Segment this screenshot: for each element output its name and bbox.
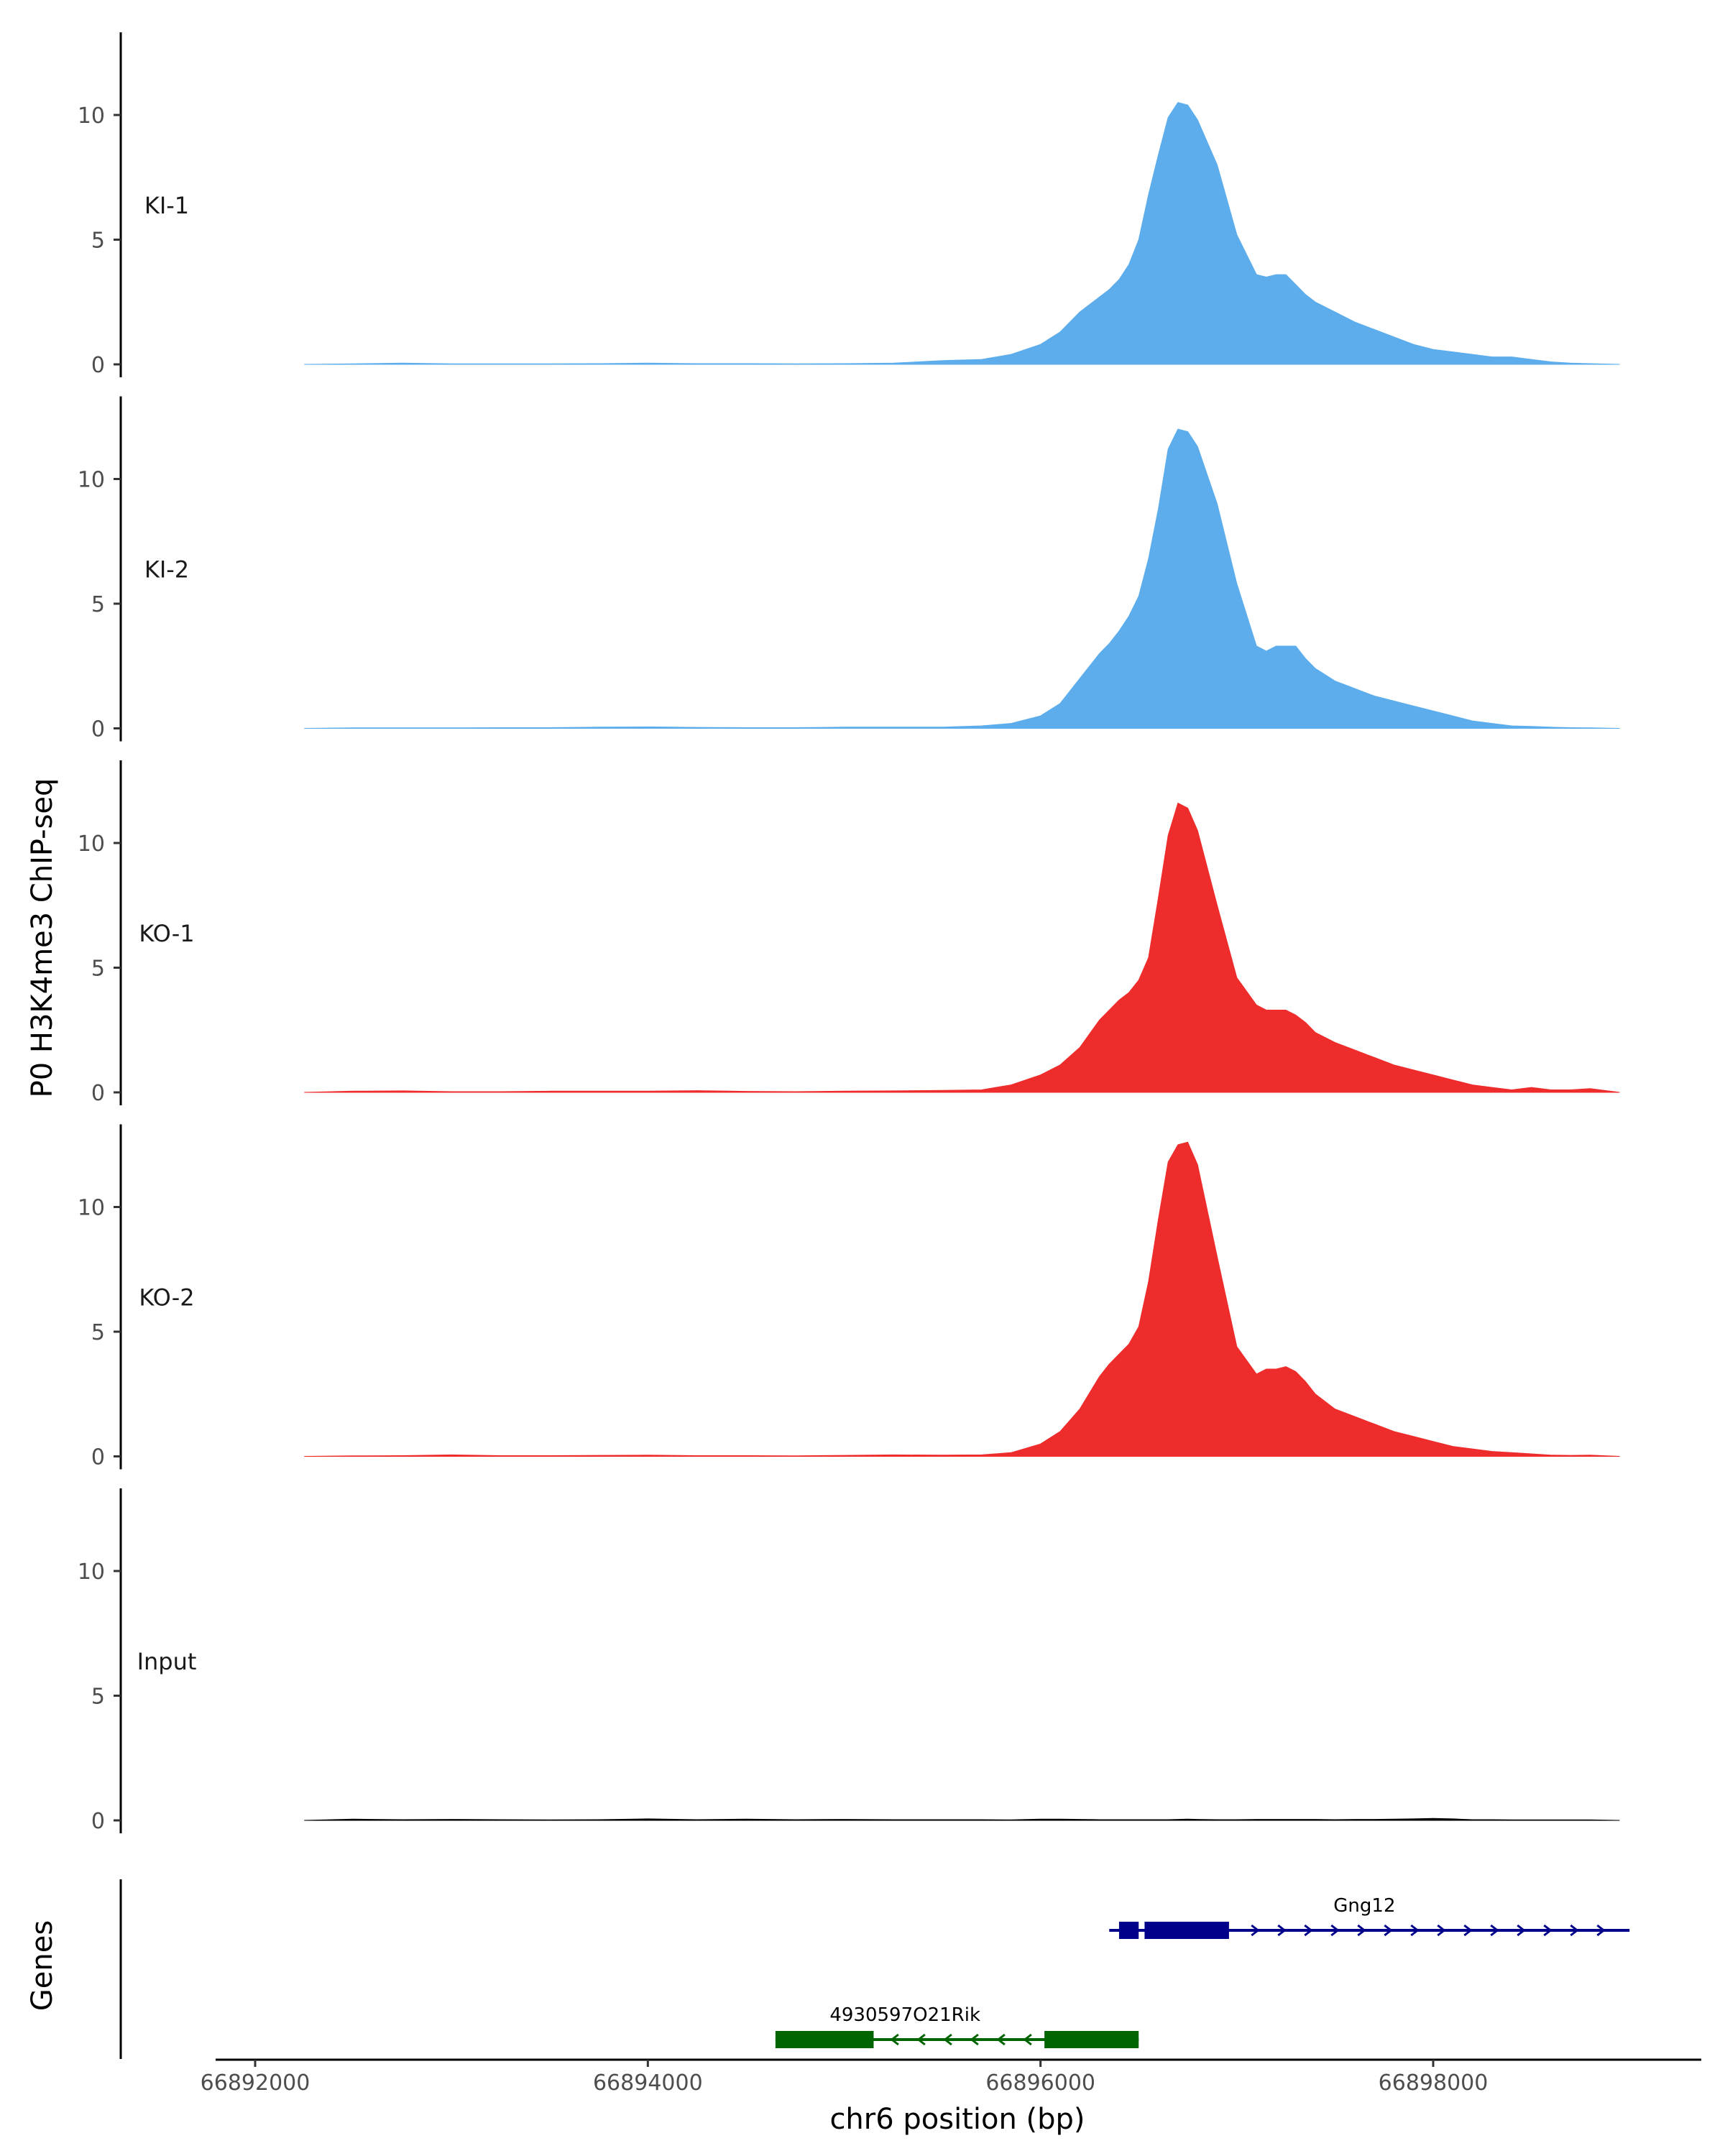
track-ko-1: 0 5 10 KO-1 — [78, 760, 1620, 1106]
strand-arrow — [1596, 1924, 1606, 1937]
strand-arrow — [1410, 1924, 1420, 1937]
coverage-area-input — [304, 1818, 1620, 1821]
track-ki-1: 0 5 10 KI-1 — [78, 32, 1620, 378]
y-tick-label: 0 — [91, 717, 105, 742]
track-label: KO-2 — [139, 1284, 194, 1312]
strand-arrow — [1543, 1924, 1552, 1937]
x-tick-label: 66892000 — [201, 2070, 310, 2096]
strand-arrow — [1330, 1924, 1340, 1937]
gene-exon — [1044, 2031, 1139, 2048]
strand-arrow — [1570, 1924, 1579, 1937]
strand-arrow — [1384, 1924, 1393, 1937]
track-label: KI-2 — [144, 556, 189, 584]
y-tick-label: 5 — [91, 957, 105, 982]
coverage-area-ko-2 — [304, 1141, 1620, 1457]
x-axis-title: chr6 position (bp) — [829, 2103, 1085, 2136]
genes-track-title: Genes — [26, 1920, 59, 2011]
track-label: KO-1 — [139, 920, 194, 947]
gene-4930597o21rik: 4930597O21Rik — [775, 2004, 1139, 2048]
y-tick-label: 5 — [91, 229, 105, 254]
gene-exon — [1144, 1922, 1229, 1939]
y-tick-label: 10 — [78, 831, 105, 857]
y-axis-title: P0 H3K4me3 ChIP-seq — [26, 778, 59, 1098]
strand-arrow — [1437, 1924, 1446, 1937]
y-tick-label: 0 — [91, 353, 105, 378]
y-tick-label: 10 — [78, 1560, 105, 1585]
strand-arrow — [890, 2033, 899, 2046]
y-tick-label: 10 — [78, 1196, 105, 1221]
strand-arrow — [1277, 1924, 1287, 1937]
track-ki-2: 0 5 10 KI-2 — [78, 396, 1620, 742]
strand-arrow — [1490, 1924, 1499, 1937]
gene-exon — [775, 2031, 874, 2048]
y-tick-label: 10 — [78, 103, 105, 129]
y-tick-label: 0 — [91, 1445, 105, 1470]
y-tick-label: 5 — [91, 592, 105, 617]
gene-name-label: Gng12 — [1333, 1895, 1395, 1917]
track-ko-2: 0 5 10 KO-2 — [78, 1124, 1620, 1470]
gene-name-label: 4930597O21Rik — [829, 2004, 980, 2026]
track-label: Input — [137, 1648, 197, 1675]
strand-arrow — [1517, 1924, 1526, 1937]
x-tick-label: 66896000 — [985, 2070, 1095, 2096]
y-tick-label: 5 — [91, 1685, 105, 1710]
x-tick-label: 66898000 — [1379, 2070, 1489, 2096]
coverage-area-ki-2 — [304, 428, 1620, 729]
strand-arrow — [970, 2033, 979, 2046]
x-tick-label: 66894000 — [593, 2070, 703, 2096]
coverage-area-ki-1 — [304, 102, 1620, 365]
strand-arrow — [1463, 1924, 1473, 1937]
strand-arrow — [943, 2033, 952, 2046]
coverage-area-ko-1 — [304, 802, 1620, 1093]
strand-arrow — [1251, 1924, 1260, 1937]
track-input: 0 5 10 Input — [78, 1488, 1620, 1834]
gene-exon — [1118, 1922, 1139, 1939]
strand-arrow — [916, 2033, 926, 2046]
y-tick-label: 0 — [91, 1809, 105, 1834]
strand-arrow — [1304, 1924, 1313, 1937]
track-label: KI-1 — [144, 192, 189, 219]
strand-arrow — [1023, 2033, 1032, 2046]
strand-arrow — [996, 2033, 1006, 2046]
y-tick-label: 5 — [91, 1320, 105, 1345]
gene-gng12: Gng12 — [1109, 1895, 1630, 1939]
y-tick-label: 0 — [91, 1081, 105, 1106]
strand-arrow — [1357, 1924, 1366, 1937]
y-tick-label: 10 — [78, 468, 105, 493]
